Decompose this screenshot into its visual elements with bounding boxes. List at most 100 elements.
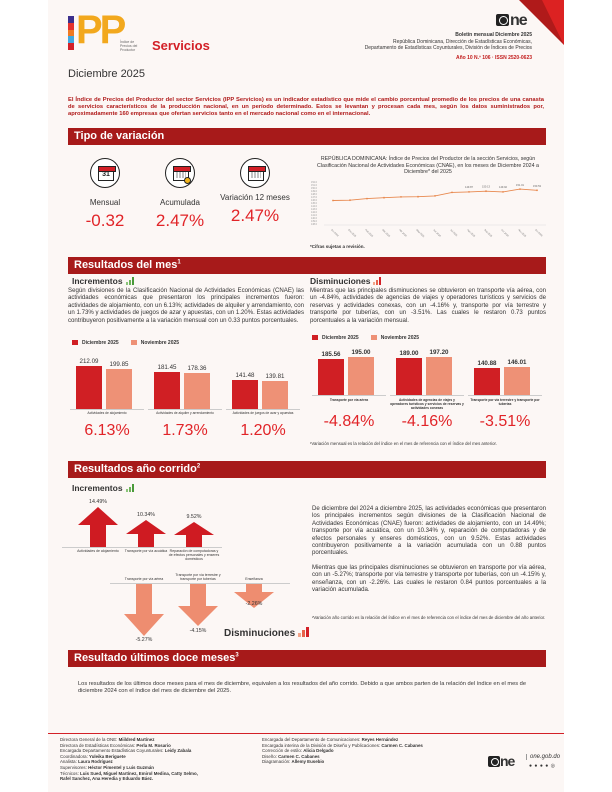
legend-item-diciembre: Diciembre 2025 — [312, 335, 359, 341]
legend-item-noviembre: Noviembre 2025 — [370, 335, 419, 341]
footer-credits-right: Encargada del Departamento de Comunicaci… — [262, 737, 423, 765]
legend-label: Diciembre 2025 — [82, 340, 119, 346]
arrow-pct: 14.49% — [89, 499, 107, 505]
calendar-31-icon: 31 — [90, 158, 120, 188]
footnote-mensual: ¹Variación mensual es la relación del ín… — [310, 441, 497, 446]
svg-text:140.0: 140.0 — [311, 217, 318, 220]
footer-one-logo: ne — [488, 753, 515, 769]
svg-text:Nov 2025: Nov 2025 — [517, 229, 527, 239]
svg-text:147.0: 147.0 — [311, 196, 318, 199]
ipp-line-chart: 152.0151.0150.0149.0148.0147.0146.0145.0… — [311, 181, 546, 239]
svg-text:Ene 2025: Ene 2025 — [347, 229, 357, 239]
axis-line — [110, 583, 290, 584]
arrow-category-label: Reparación de computadoras y de efectos … — [168, 549, 220, 562]
credit-name: Yuleika Beriguete — [89, 753, 126, 759]
section-header-tipo-variacion: Tipo de variación — [68, 128, 546, 145]
social-media-icons[interactable]: ● ● ● ● ◎ — [529, 763, 556, 769]
bar-noviembre — [184, 373, 210, 409]
org-line-2: Departamento de Estadísticas Coyunturale… — [364, 45, 532, 51]
doce-meses-text: Los resultados de los últimos doce meses… — [78, 681, 526, 694]
arrow-category-label: Transporte por vía aérea — [124, 577, 164, 581]
one-logo-mark-icon — [496, 14, 509, 26]
one-logo-text: ne — [510, 12, 528, 29]
variation-pct: 6.13% — [84, 422, 130, 439]
credit-name: Miildred Martínez — [118, 737, 155, 742]
bar-category-label: Actividades de agencias de viajes y oper… — [390, 398, 464, 410]
bar-noviembre — [348, 357, 374, 395]
calendar-clock-icon — [165, 158, 195, 188]
footer-divider — [48, 733, 564, 734]
variation-label: Variación 12 meses — [220, 193, 290, 202]
section-header-label: Resultados del mes — [74, 259, 178, 271]
footnote-marker: 2 — [196, 463, 201, 470]
one-logo-text: ne — [500, 753, 515, 769]
variation-value: 2.47% — [230, 206, 280, 225]
svg-text:149.92: 149.92 — [499, 185, 507, 189]
footer-credits-left: Directora General de la ONE: Miildred Ma… — [60, 737, 198, 782]
anio-disminuciones-heading: Disminuciones — [224, 627, 309, 639]
heading-label: Disminuciones — [310, 276, 371, 286]
bar-group-transporte-terrestre: 140.88 146.01 — [468, 345, 542, 396]
credit-line: Encargada interina de la División de Dis… — [262, 743, 423, 749]
intro-paragraph: El Índice de Precios del Productor del s… — [68, 97, 544, 118]
credit-role: Analista: — [60, 759, 79, 765]
credit-line: Corrección de estilo: Alicia Delgado — [262, 748, 423, 754]
bar-group-alojamiento: 212.09 199.85 — [70, 350, 144, 410]
anio-incrementos-heading: Incrementos — [72, 483, 135, 493]
bar-value: 189.00 — [399, 350, 419, 357]
credit-name: Héctor Pimentel y Luis Guzmán — [88, 764, 154, 770]
section-header-anio-corrido: Resultados año corrido2 — [68, 461, 546, 478]
logo-text: PP — [76, 8, 126, 52]
increase-bars-icon — [125, 484, 135, 492]
bulletin-page: PP Índice de Precios del Productor Servi… — [48, 0, 564, 792]
credit-line: Rafel Sanchez, Ana Heredia y Eduardo Báe… — [60, 776, 198, 782]
website-link[interactable]: one.gob.do — [526, 754, 560, 760]
svg-text:Oct 2025: Oct 2025 — [500, 229, 509, 238]
svg-text:Sep 2025: Sep 2025 — [483, 229, 493, 239]
bar-category-label: Actividades de alquiler y arrendamiento — [156, 411, 214, 415]
variation-card-mensual: 31 Mensual -0.32 — [70, 158, 140, 231]
credit-line: Directora General de la ONE: Miildred Ma… — [60, 737, 198, 743]
svg-text:149.0: 149.0 — [311, 190, 318, 193]
credit-role: Encargada del Departamento de Comunicaci… — [262, 737, 362, 742]
legend-label: Noviembre 2025 — [140, 340, 180, 346]
svg-text:138.0: 138.0 — [311, 223, 318, 226]
credit-name: Rafel Sanchez, Ana Heredia y Eduardo Báe… — [60, 776, 154, 782]
credit-line: Coordinadora: Yuleika Beriguete — [60, 754, 198, 760]
bar-group-agencias-viajes: 189.00 197.20 — [390, 345, 464, 396]
arrow-pct: 9.52% — [186, 514, 202, 520]
credit-name: Carmen C. Cabanes — [381, 742, 423, 748]
credit-role: Encargada Departamento Estadísticas Coyu… — [60, 748, 165, 754]
svg-text:150.53: 150.53 — [533, 184, 541, 188]
credit-name: Allemy Eusebio — [291, 759, 325, 765]
line-chart-title: REPÚBLICA DOMINICANA: Índice de Precios … — [317, 156, 539, 175]
svg-text:143.0: 143.0 — [311, 208, 318, 211]
section-header-doce-meses: Resultado últimos doce meses3 — [68, 650, 546, 667]
bar-chart-legend: Diciembre 2025 Noviembre 2025 — [72, 340, 179, 346]
logo-subtitle: Índice de Precios del Productor — [120, 40, 138, 52]
svg-text:150.13: 150.13 — [482, 185, 490, 189]
variation-pct: -3.51% — [479, 413, 531, 430]
variation-pct: 1.20% — [240, 422, 286, 439]
section-header-label: Tipo de variación — [74, 130, 165, 142]
heading-label: Disminuciones — [224, 628, 296, 639]
bar-category-label: Actividades de alojamiento — [87, 411, 127, 415]
variation-card-12-meses: Variación 12 meses 2.47% — [220, 158, 290, 226]
footnote-marker: 1 — [177, 259, 181, 266]
bulletin-name: Boletín mensual Diciembre 2025 — [455, 32, 532, 38]
svg-text:150.0: 150.0 — [311, 187, 318, 190]
variation-card-acumulada: Acumulada 2.47% — [145, 158, 215, 231]
section-header-label: Resultado últimos doce meses — [74, 652, 236, 664]
variation-pct: -4.16% — [401, 413, 453, 430]
disminuciones-heading: Disminuciones — [310, 276, 382, 286]
credit-line: Diagramación: Allemy Eusebio — [262, 759, 423, 765]
variation-pct: -4.84% — [323, 413, 375, 430]
credit-name: Carmen C. Cabanes — [278, 753, 320, 759]
svg-text:142.0: 142.0 — [311, 211, 318, 214]
credit-line: Directora de Estadísticas Económicas: Pe… — [60, 743, 198, 749]
one-logo: ne — [496, 12, 528, 30]
svg-text:152.0: 152.0 — [311, 181, 318, 184]
credit-line: Técnicos: Luis Sued, Miguel Martínez, Em… — [60, 771, 198, 777]
incrementos-text: Según divisiones de la Clasificación Nac… — [68, 287, 304, 324]
bar-value: 181.45 — [157, 364, 177, 371]
